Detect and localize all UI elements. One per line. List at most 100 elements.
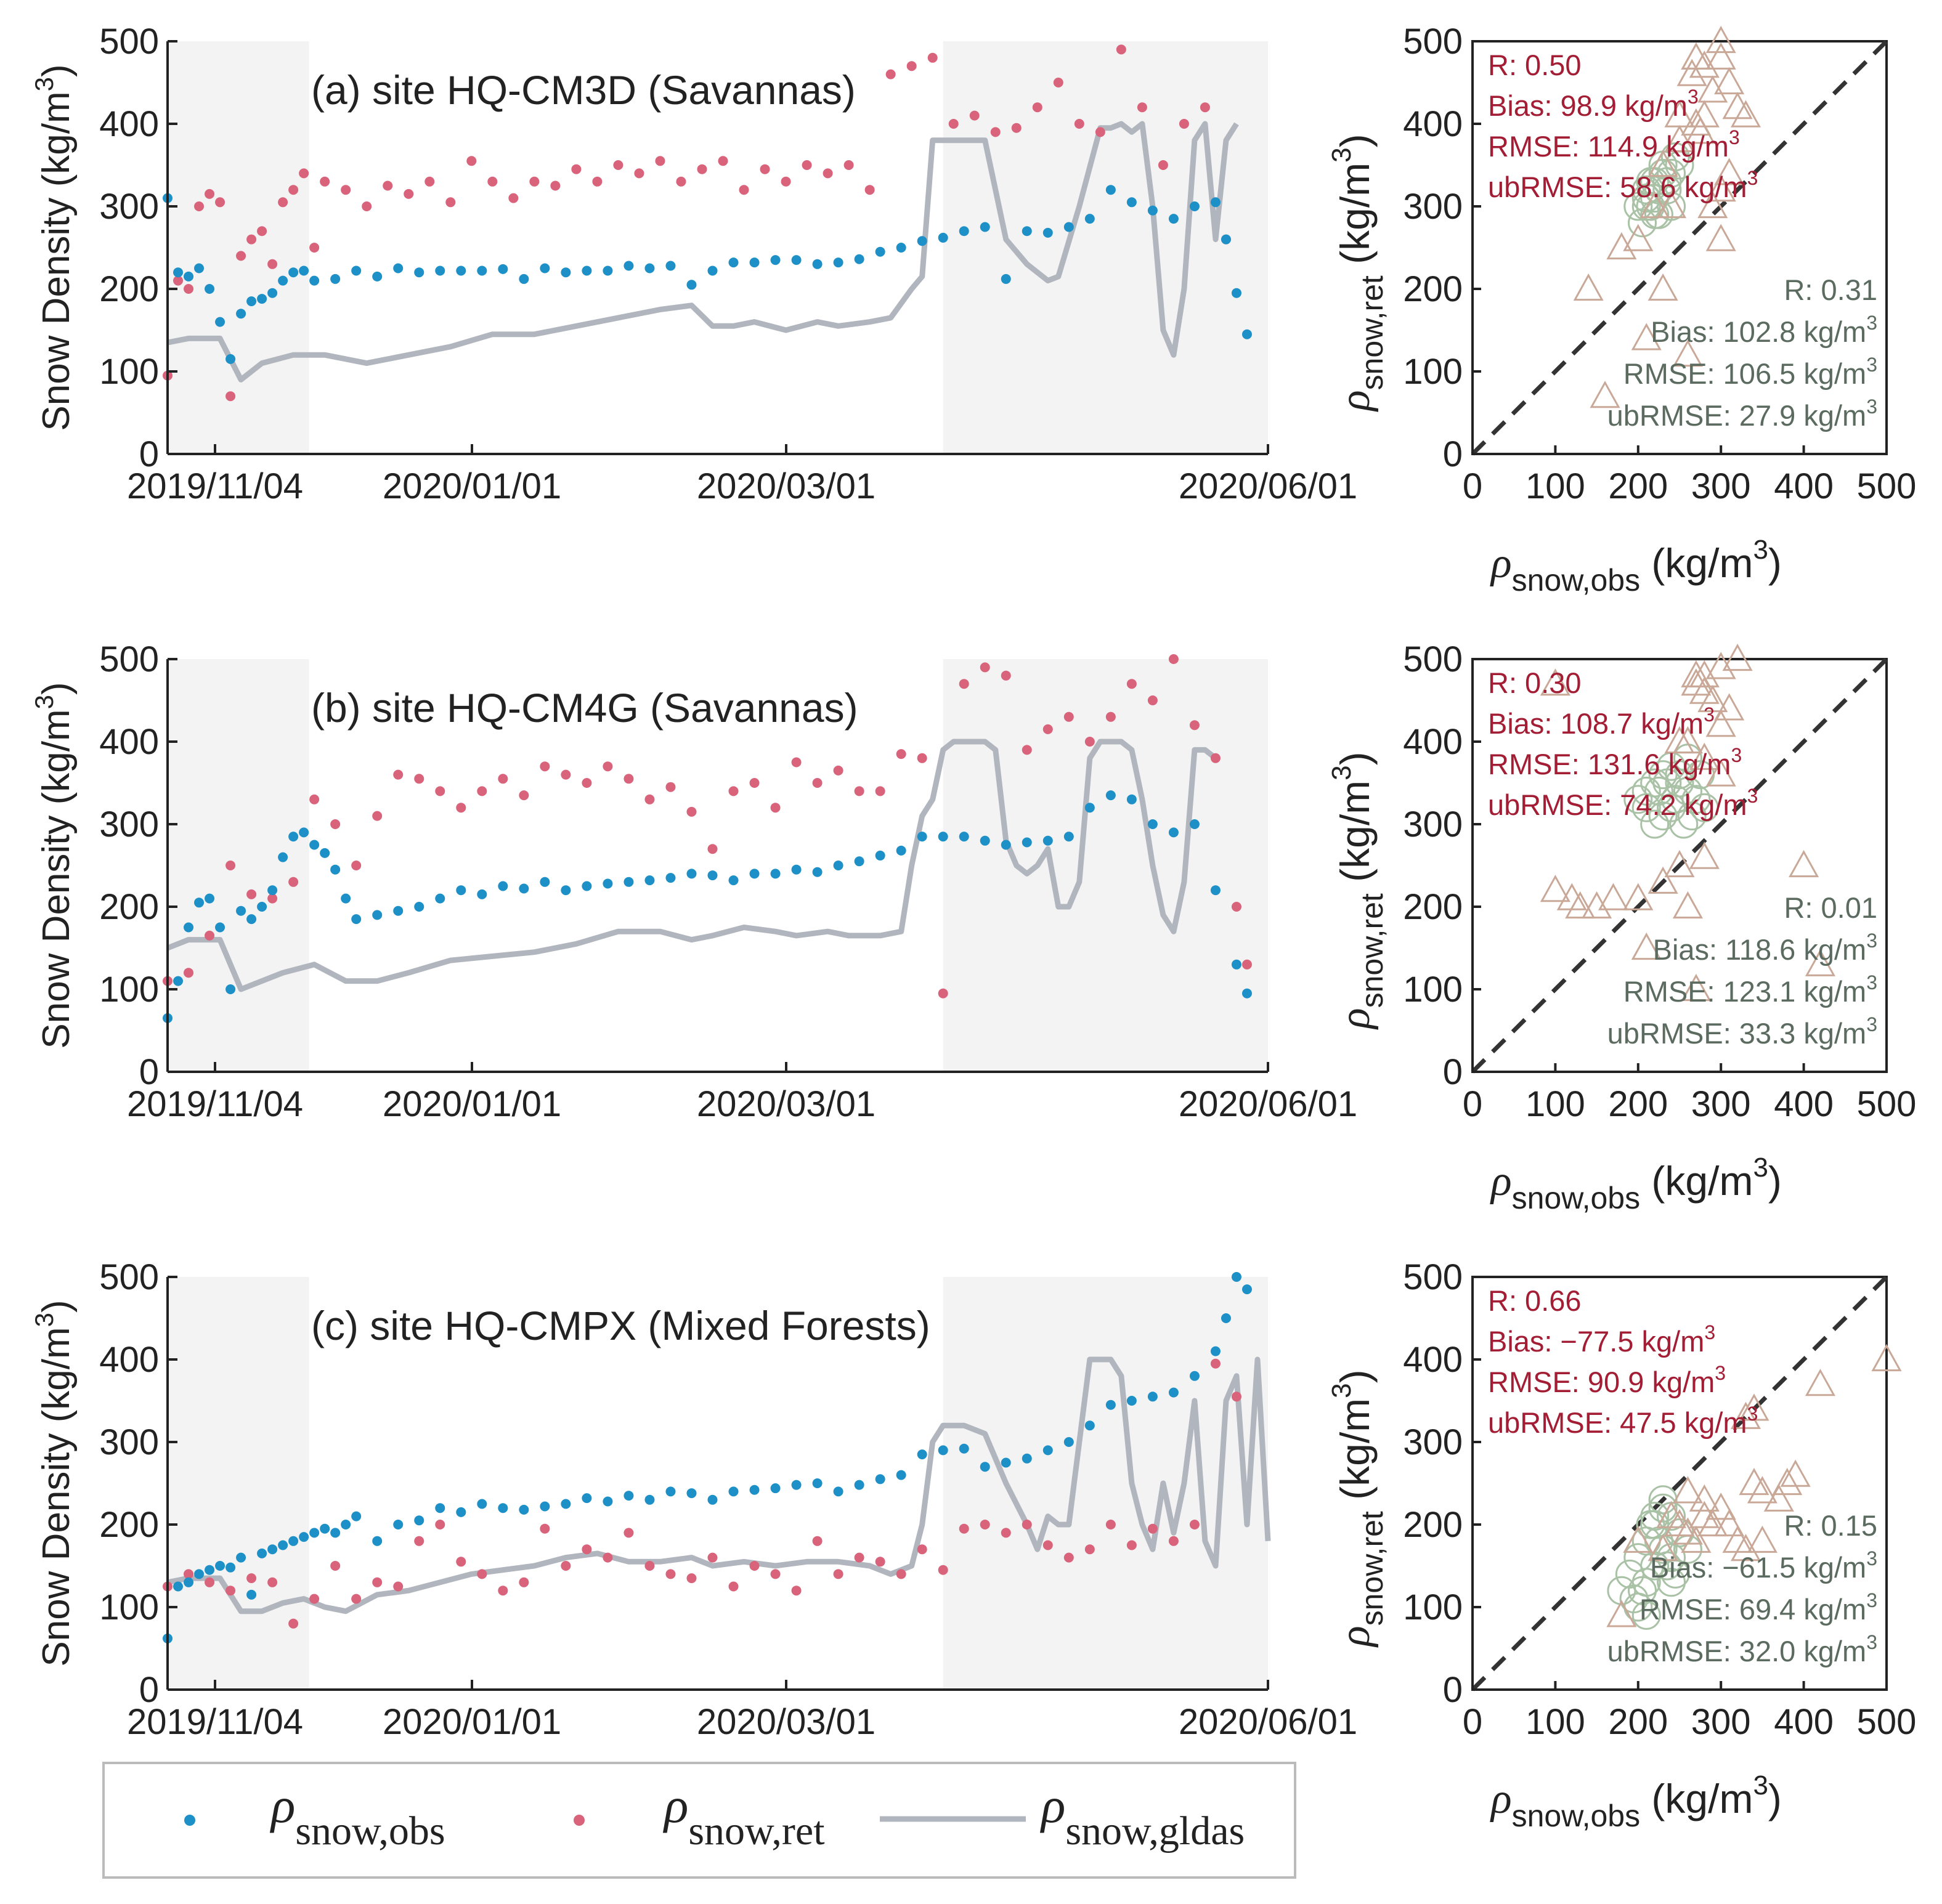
scatter-y-label-sub: snow,ret [1355, 893, 1389, 1008]
gldas-stat-line: R: 0.15 [1784, 1509, 1877, 1542]
ret-point [624, 1528, 634, 1538]
shaded-period [943, 1277, 1268, 1690]
ret-point [383, 180, 393, 191]
scatter-y-tick-label: 400 [1403, 1340, 1463, 1380]
obs-point [854, 254, 864, 264]
obs-point [938, 832, 948, 842]
obs-point [278, 275, 288, 286]
scatter-x-tick-label: 500 [1857, 1702, 1917, 1742]
obs-point [330, 273, 341, 284]
obs-point [351, 1511, 362, 1521]
gldas-stat-text: Bias: 102.8 kg/m [1651, 315, 1866, 348]
obs-point [624, 877, 634, 887]
obs-point [791, 1480, 802, 1490]
y-tick-label: 400 [99, 104, 159, 144]
ret-triangle-marker [1681, 668, 1712, 696]
ret-stat-text: R: 0.66 [1488, 1284, 1582, 1317]
ret-point [1053, 78, 1063, 87]
ret-point [1189, 1520, 1200, 1529]
timeseries-panel-c: 0 100 200 300 400 500 2019/11/04 2020/01/01 2020… [30, 1257, 1357, 1742]
obs-point [257, 1548, 267, 1558]
obs-point [236, 905, 246, 916]
scatter-x-label-unit: (kg/m [1640, 1776, 1753, 1821]
ret-stat-line: ubRMSE: 58.6 kg/m3 [1488, 167, 1758, 203]
ret-point [215, 197, 225, 208]
obs-point [393, 1520, 404, 1529]
ret-triangle-marker [1747, 1476, 1777, 1504]
obs-point [644, 875, 655, 886]
obs-point [1084, 1420, 1095, 1431]
scatter-x-tick-label: 100 [1526, 466, 1585, 506]
obs-point [372, 1536, 383, 1546]
scatter-y-tick-label: 500 [1403, 639, 1463, 679]
obs-point [236, 309, 246, 319]
obs-point [498, 881, 508, 891]
obs-point [770, 869, 781, 879]
ret-stat-text: R: 0.30 [1488, 666, 1582, 699]
gldas-stat-text: ubRMSE: 27.9 kg/m [1607, 399, 1867, 432]
ret-stat-sup: 3 [1704, 1321, 1715, 1343]
obs-point [205, 893, 215, 904]
ret-point [561, 1561, 571, 1571]
ret-point [1042, 724, 1053, 734]
ret-point [466, 156, 477, 166]
ret-point [372, 811, 383, 821]
scatter-panel-b: 00 100 100 200 200 300 300 400 400 500 500 R: 0.30 B… [1326, 639, 1916, 1215]
ret-triangle-marker [1664, 1509, 1695, 1537]
obs-point [1221, 234, 1231, 245]
y-tick-label: 400 [99, 722, 159, 762]
obs-point [246, 914, 257, 925]
obs-point [917, 1449, 927, 1460]
ret-point [414, 1536, 425, 1546]
obs-point [896, 243, 906, 253]
obs-point [749, 1485, 760, 1495]
scatter-y-label-close: ) [1332, 1369, 1378, 1383]
gldas-circle-marker [1677, 801, 1707, 831]
ret-triangle-marker [1705, 652, 1736, 679]
ret-point [1022, 1520, 1032, 1529]
legend-sub: snow,obs [295, 1809, 445, 1853]
y-tick-label: 0 [139, 1052, 159, 1092]
obs-point [498, 264, 508, 274]
y-tick-label: 100 [99, 1587, 159, 1627]
ret-triangle-marker [1631, 323, 1662, 350]
obs-point [435, 265, 445, 276]
ret-triangle-marker [1681, 660, 1712, 687]
timeseries-panel-b: 0 100 200 300 400 500 2019/11/04 2020/01/01 2020… [30, 639, 1357, 1124]
one-to-one-line [1471, 657, 1888, 1074]
ret-point [519, 790, 529, 801]
gldas-circle-marker [1636, 167, 1665, 196]
obs-point [896, 845, 906, 856]
ret-point [393, 1581, 404, 1592]
ret-point [707, 1552, 718, 1563]
ret-stat-line: R: 0.30 [1488, 666, 1582, 699]
obs-point [770, 1483, 781, 1494]
ret-triangle-marker [1631, 932, 1662, 960]
legend-sub: snow,ret [688, 1809, 824, 1853]
ts-y-axis-label: Snow Density (kg/m3) [30, 64, 78, 431]
ret-stat-sup: 3 [1747, 785, 1758, 807]
ret-stat-sup: 3 [1704, 703, 1715, 726]
ret-stat-line: RMSE: 114.9 kg/m3 [1488, 126, 1740, 163]
obs-point [205, 284, 215, 294]
ret-point [1137, 102, 1147, 113]
ret-point [519, 1577, 529, 1587]
ret-point [885, 69, 896, 79]
ret-point [173, 275, 184, 286]
obs-point [686, 869, 697, 879]
ret-point [1189, 720, 1200, 731]
ret-triangle-marker [1697, 75, 1728, 103]
obs-point [1189, 819, 1200, 829]
x-tick-label: 2020/01/01 [383, 466, 561, 506]
ts-y-axis-label-close: ) [35, 64, 78, 77]
ts-y-axis-label-sup: 3 [30, 695, 59, 709]
scatter-y-label-sub: snow,ret [1355, 275, 1389, 390]
obs-point [980, 1462, 990, 1472]
obs-point [1063, 832, 1074, 842]
obs-point [1042, 227, 1053, 238]
scatter-x-tick-label: 400 [1774, 1084, 1834, 1124]
ret-triangle-marker [1540, 875, 1570, 902]
ret-triangle-marker [1598, 883, 1629, 910]
